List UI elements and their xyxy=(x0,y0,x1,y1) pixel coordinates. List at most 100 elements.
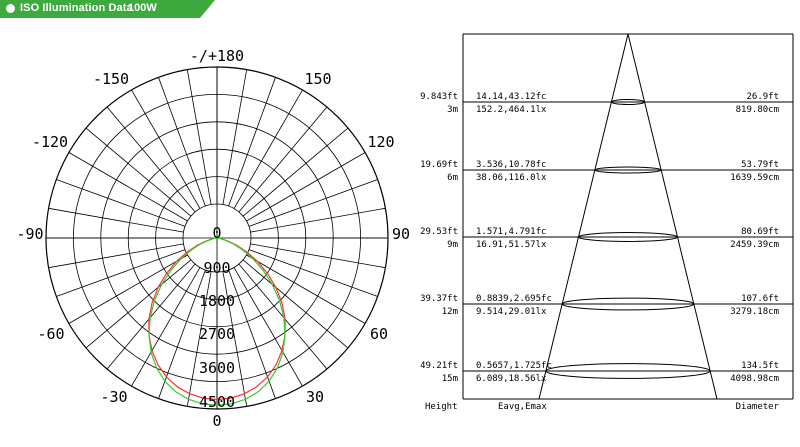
angle-label-minus90: -90 xyxy=(16,225,43,243)
row-height-ft: 9.843ft xyxy=(420,92,458,102)
radial-label-900: 900 xyxy=(203,259,230,277)
row-height-m: 3m xyxy=(447,105,458,115)
row-diameter-cm: 2459.39cm xyxy=(730,240,779,250)
curve-c0-c180 xyxy=(148,237,286,401)
row-height-ft: 49.21ft xyxy=(420,361,458,371)
cone-right-edge xyxy=(627,33,718,400)
row-diameter-ft: 107.6ft xyxy=(741,294,779,304)
row-diameter-ft: 80.69ft xyxy=(741,227,779,237)
radial-label-4500: 4500 xyxy=(199,393,235,411)
header-tab: ISO Illumination Data 100W xyxy=(0,0,215,18)
header-title: ISO Illumination Data xyxy=(20,2,133,14)
row-height-ft: 19.69ft xyxy=(420,160,458,170)
bullet-icon xyxy=(6,4,15,13)
cone-rows: 9.843ft 3m 14.14,43.12fc 152.2,464.1lx 26.9f… xyxy=(420,92,793,384)
angle-label-60: 60 xyxy=(370,325,388,343)
row-diameter-cm: 819.80cm xyxy=(736,105,779,115)
grid-spoke xyxy=(248,249,378,297)
cone-row: 19.69ft 6m 3.536,10.78fc 38.06,116.0lx 53.79… xyxy=(420,160,793,183)
row-eavg-fc: 0.5657,1.725fc xyxy=(476,361,552,371)
grid-spoke xyxy=(131,267,201,387)
radial-label-1800: 1800 xyxy=(199,292,235,310)
row-height-m: 15m xyxy=(442,374,458,384)
beam-ellipse xyxy=(594,166,662,174)
grid-spoke xyxy=(246,254,366,324)
grid-spoke xyxy=(250,207,386,233)
grid-spoke xyxy=(222,69,248,205)
beam-ellipse xyxy=(610,99,646,105)
cone-left-edge xyxy=(538,33,629,400)
grid-spoke xyxy=(233,89,303,209)
angle-label-90: 90 xyxy=(392,225,410,243)
row-eavg-lx: 16.91,51.57lx xyxy=(476,240,547,250)
grid-spoke xyxy=(106,263,196,370)
angle-label-minus30: -30 xyxy=(100,388,127,406)
grid-spoke xyxy=(233,267,303,387)
row-diameter-cm: 1639.59cm xyxy=(730,173,779,183)
polar-diagram: -/+180 -150 150 -120 120 -90 90 -60 60 -… xyxy=(16,47,410,430)
cone-row: 9.843ft 3m 14.14,43.12fc 152.2,464.1lx 26.9f… xyxy=(420,92,793,115)
grid-spoke xyxy=(242,259,349,349)
row-diameter-cm: 3279.18cm xyxy=(730,307,779,317)
angle-label-150: 150 xyxy=(304,70,331,88)
grid-spoke xyxy=(56,179,186,227)
grid-spoke xyxy=(222,271,248,407)
beam-ellipse xyxy=(545,363,711,379)
grid-spoke xyxy=(228,77,276,207)
grid-spoke xyxy=(48,207,184,233)
radial-label-2700: 2700 xyxy=(199,325,235,343)
angle-label-bottom: 0 xyxy=(212,412,221,430)
row-height-m: 6m xyxy=(447,173,458,183)
row-eavg-lx: 9.514,29.01lx xyxy=(476,307,547,317)
grid-spoke xyxy=(85,127,192,217)
row-diameter-ft: 53.79ft xyxy=(741,160,779,170)
angle-label-minus120: -120 xyxy=(32,133,68,151)
polar-labels: -/+180 -150 150 -120 120 -90 90 -60 60 -… xyxy=(16,47,410,430)
grid-spoke xyxy=(68,254,188,324)
row-eavg-lx: 6.089,18.56lx xyxy=(476,374,547,384)
footer-height-label: Height xyxy=(425,402,458,412)
polar-grid xyxy=(45,66,389,410)
footer-diameter-label: Diameter xyxy=(736,402,780,412)
row-diameter-ft: 26.9ft xyxy=(746,92,779,102)
angle-label-minus60: -60 xyxy=(37,325,64,343)
grid-spoke xyxy=(131,89,201,209)
grid-spoke xyxy=(248,179,378,227)
grid-spoke xyxy=(250,243,386,269)
footer-eavg-label: Eavg,Emax xyxy=(498,402,547,412)
angle-label-30: 30 xyxy=(306,388,324,406)
angle-label-center: 0 xyxy=(212,224,221,242)
beam-ellipse xyxy=(578,232,678,242)
grid-spoke xyxy=(56,249,186,297)
grid-spoke xyxy=(186,271,212,407)
row-diameter-cm: 4098.98cm xyxy=(730,374,779,384)
row-diameter-ft: 134.5ft xyxy=(741,361,779,371)
row-eavg-fc: 3.536,10.78fc xyxy=(476,160,546,170)
cone-row: 49.21ft 15m 0.5657,1.725fc 6.089,18.56lx 134… xyxy=(420,361,793,384)
cone-row: 29.53ft 9m 1.571,4.791fc 16.91,51.57lx 80.69… xyxy=(420,227,793,250)
grid-spoke xyxy=(242,127,349,217)
grid-spoke xyxy=(158,77,206,207)
grid-spoke xyxy=(246,152,366,222)
polar-curves xyxy=(148,237,286,406)
grid-spoke xyxy=(48,243,184,269)
cone-row: 39.37ft 12m 0.8839,2.695fc 9.514,29.01lx 107… xyxy=(420,294,793,317)
grid-spoke xyxy=(228,269,276,399)
radial-label-3600: 3600 xyxy=(199,359,235,377)
row-height-ft: 29.53ft xyxy=(420,227,458,237)
grid-spoke xyxy=(238,263,328,370)
grid-spoke xyxy=(68,152,188,222)
row-eavg-lx: 152.2,464.1lx xyxy=(476,105,547,115)
beam-ellipse xyxy=(561,297,695,311)
row-eavg-lx: 38.06,116.0lx xyxy=(476,173,547,183)
grid-spoke xyxy=(186,69,212,205)
angle-label-minus150: -150 xyxy=(93,70,129,88)
curve-c90-c270 xyxy=(148,237,286,406)
row-eavg-fc: 1.571,4.791fc xyxy=(476,227,546,237)
cone-frame xyxy=(462,33,794,400)
angle-label-top: -/+180 xyxy=(190,47,244,65)
header-tab-background xyxy=(0,0,215,18)
row-height-ft: 39.37ft xyxy=(420,294,458,304)
angle-label-120: 120 xyxy=(367,133,394,151)
grid-spoke xyxy=(106,106,196,213)
